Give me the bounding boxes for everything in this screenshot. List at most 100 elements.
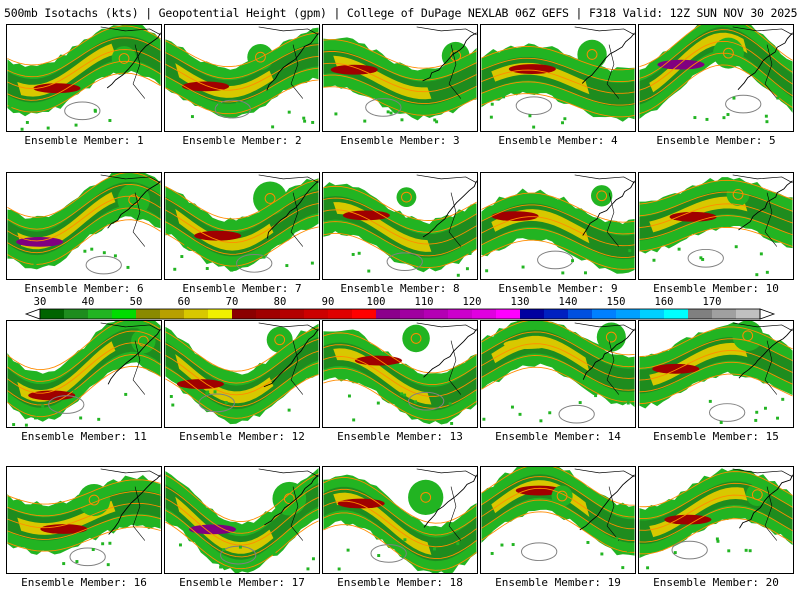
jet-stream-map	[481, 174, 635, 275]
colorbar-tick-label: 90	[321, 296, 335, 308]
ensemble-map-panel[interactable]	[164, 172, 320, 280]
ensemble-member-label: Ensemble Member: 16	[21, 576, 147, 589]
ensemble-member-label: Ensemble Member: 1	[24, 134, 144, 147]
jet-stream-map	[639, 25, 793, 124]
colorbar-tick-labels: 30 40 50 60 70 80 90 100 110 120 130 140 150 160 170	[0, 296, 800, 308]
ensemble-map-panel[interactable]	[322, 24, 478, 132]
ensemble-member-label: Ensemble Member: 5	[656, 134, 776, 147]
colorbar-segment	[40, 309, 65, 319]
page-header-title: 500mb Isotachs (kts) | Geopotential Heig…	[4, 6, 798, 20]
jet-stream-map	[481, 26, 635, 129]
jet-stream-map	[323, 468, 477, 573]
ensemble-map-panel[interactable]	[322, 466, 478, 574]
colorbar-segment	[664, 309, 689, 319]
ensemble-map-panel[interactable]	[322, 320, 478, 428]
colorbar-segment	[688, 309, 713, 319]
colorbar-segment	[136, 309, 161, 319]
ensemble-map-panel[interactable]	[638, 172, 794, 280]
ensemble-member-label: Ensemble Member: 10	[653, 282, 779, 295]
colorbar-tick-label: 80	[273, 296, 287, 308]
ensemble-member-label: Ensemble Member: 2	[182, 134, 302, 147]
colorbar-tick-label: 100	[366, 296, 386, 308]
colorbar-segment	[112, 309, 137, 319]
jet-stream-map	[165, 467, 319, 573]
ensemble-map-panel[interactable]	[638, 466, 794, 574]
ensemble-member-label: Ensemble Member: 7	[182, 282, 302, 295]
jet-stream-map	[639, 321, 793, 424]
ensemble-map-panel[interactable]	[480, 24, 636, 132]
colorbar-segment	[400, 309, 425, 319]
colorbar-tick-label: 170	[702, 296, 722, 308]
jet-stream-map	[323, 174, 477, 277]
ensemble-map-panel[interactable]	[6, 24, 162, 132]
colorbar-segment	[712, 309, 737, 319]
colorbar-segment	[736, 309, 761, 319]
jet-stream-map	[165, 174, 319, 273]
ensemble-member-label: Ensemble Member: 17	[179, 576, 305, 589]
colorbar-segment	[448, 309, 473, 319]
jet-stream-map	[481, 321, 635, 424]
ensemble-member-label: Ensemble Member: 3	[340, 134, 460, 147]
colorbar-tick-label: 30	[33, 296, 47, 308]
ensemble-map-panel[interactable]	[480, 172, 636, 280]
ensemble-member-label: Ensemble Member: 12	[179, 430, 305, 443]
colorbar-border	[39, 308, 761, 320]
colorbar-segment	[184, 309, 209, 319]
jet-stream-map	[7, 25, 161, 131]
ensemble-map-panel[interactable]	[6, 172, 162, 280]
colorbar-segment	[328, 309, 353, 319]
ensemble-map-panel[interactable]	[6, 320, 162, 428]
colorbar-segment	[424, 309, 449, 319]
ensemble-member-label: Ensemble Member: 20	[653, 576, 779, 589]
ensemble-member-label: Ensemble Member: 18	[337, 576, 463, 589]
colorbar-segment	[64, 309, 89, 319]
colorbar-tick-label: 130	[510, 296, 530, 308]
ensemble-map-panel[interactable]	[164, 320, 320, 428]
jet-stream-map	[7, 173, 161, 275]
ensemble-map-panel[interactable]	[6, 466, 162, 574]
colorbar-segment	[472, 309, 497, 319]
colorbar-segment	[352, 309, 377, 319]
ensemble-member-label: Ensemble Member: 4	[498, 134, 618, 147]
jet-stream-map	[7, 468, 161, 567]
colorbar-segment	[280, 309, 305, 319]
colorbar-segment	[304, 309, 329, 319]
colorbar-tick-label: 50	[129, 296, 143, 308]
ensemble-map-panel[interactable]	[638, 320, 794, 428]
jet-stream-map	[165, 26, 319, 129]
colorbar-right-arrow	[759, 308, 776, 320]
colorbar-tick-label: 140	[558, 296, 578, 308]
colorbar-segment	[568, 309, 593, 319]
colorbar-tick-label: 60	[177, 296, 191, 308]
ensemble-member-label: Ensemble Member: 19	[495, 576, 621, 589]
ensemble-map-panel[interactable]	[164, 24, 320, 132]
ensemble-member-label: Ensemble Member: 14	[495, 430, 621, 443]
ensemble-member-label: Ensemble Member: 8	[340, 282, 460, 295]
colorbar-left-arrow	[24, 308, 41, 320]
colorbar-segment	[376, 309, 401, 319]
colorbar-segment	[592, 309, 617, 319]
ensemble-map-panel[interactable]	[638, 24, 794, 132]
ensemble-map-panel[interactable]	[480, 466, 636, 574]
ensemble-member-label: Ensemble Member: 13	[337, 430, 463, 443]
colorbar-segment	[496, 309, 521, 319]
colorbar-tick-label: 110	[414, 296, 434, 308]
jet-stream-map	[481, 467, 635, 570]
colorbar-legend: 30 40 50 60 70 80 90 100 110 120 130 140 150 160 170	[0, 296, 800, 320]
colorbar-segment	[616, 309, 641, 319]
ensemble-member-label: Ensemble Member: 6	[24, 282, 144, 295]
colorbar-tick-label: 150	[606, 296, 626, 308]
colorbar-segment	[208, 309, 233, 319]
colorbar-tick-label: 70	[225, 296, 239, 308]
colorbar-segment	[640, 309, 665, 319]
colorbar-segment	[544, 309, 569, 319]
ensemble-member-label: Ensemble Member: 15	[653, 430, 779, 443]
ensemble-member-label: Ensemble Member: 9	[498, 282, 618, 295]
ensemble-map-panel[interactable]	[322, 172, 478, 280]
ensemble-map-panel[interactable]	[480, 320, 636, 428]
ensemble-member-label: Ensemble Member: 11	[21, 430, 147, 443]
jet-stream-map	[165, 322, 319, 425]
ensemble-map-panel[interactable]	[164, 466, 320, 574]
jet-stream-map	[7, 321, 161, 427]
colorbar-segment	[232, 309, 257, 319]
